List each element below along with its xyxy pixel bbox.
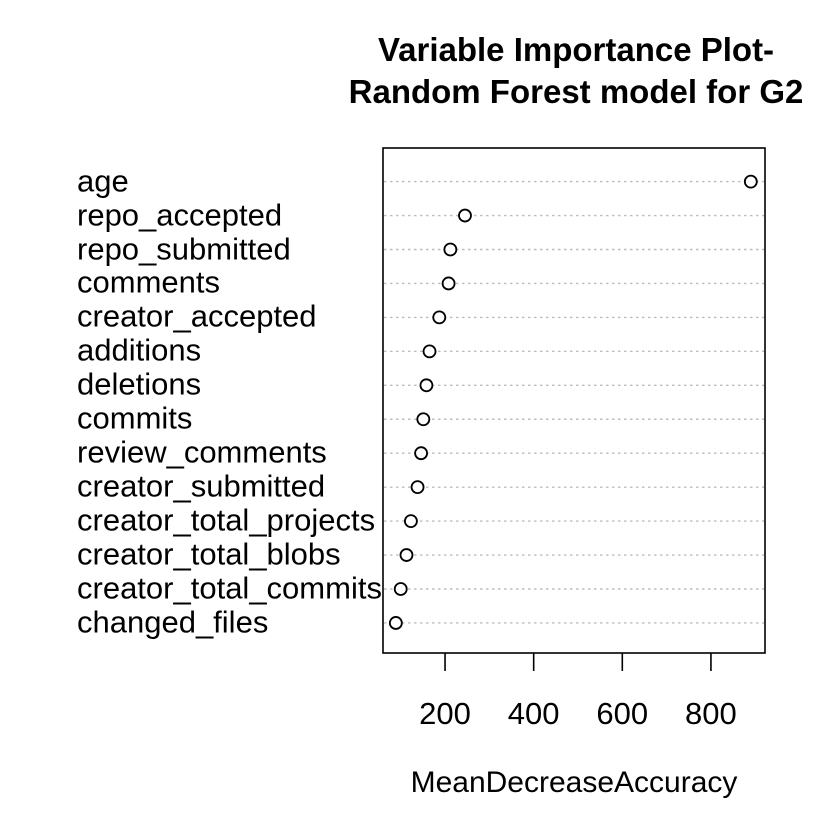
x-tick-label: 600: [596, 696, 649, 731]
x-tick-label: 800: [685, 696, 737, 731]
y-axis-label: additions: [77, 332, 202, 368]
x-tick-label: 400: [507, 696, 560, 731]
y-axis-label: deletions: [77, 366, 202, 402]
chart-title-line-2: Random Forest model for G2: [348, 73, 804, 110]
data-point: [404, 514, 418, 528]
y-axis-label: comments: [77, 264, 220, 300]
y-axis-label: creator_submitted: [77, 468, 326, 504]
data-point: [443, 242, 458, 257]
data-point: [388, 616, 403, 630]
plot-box: [382, 147, 766, 654]
data-point: [419, 378, 434, 393]
y-axis-label: creator_total_commits: [77, 570, 382, 606]
y-axis-label: creator_accepted: [77, 298, 317, 334]
y-axis-label: changed_files: [77, 604, 269, 640]
y-axis-label: age: [77, 162, 129, 198]
data-point: [432, 310, 447, 325]
y-axis-label: repo_accepted: [77, 196, 283, 232]
y-axis-label: repo_submitted: [77, 230, 291, 266]
data-point: [458, 208, 472, 223]
data-point: [393, 582, 408, 596]
x-tick-label: 200: [419, 696, 471, 731]
chart-title-line-1: Variable Importance Plot-: [377, 31, 775, 68]
y-axis-label: creator_total_blobs: [77, 536, 341, 572]
x-axis-title: MeanDecreaseAccuracy: [410, 766, 738, 799]
y-axis-label: creator_total_projects: [77, 502, 376, 538]
data-point: [743, 174, 758, 189]
data-point: [422, 344, 437, 359]
chart-title: Variable Importance Plot- Random Forest …: [274, 29, 840, 113]
data-point: [414, 446, 429, 461]
data-point: [441, 276, 456, 291]
data-point: [416, 412, 431, 427]
data-point: [410, 480, 425, 495]
y-axis-label: commits: [77, 400, 193, 436]
y-axis-label: review_comments: [77, 434, 327, 470]
data-point: [399, 548, 414, 562]
